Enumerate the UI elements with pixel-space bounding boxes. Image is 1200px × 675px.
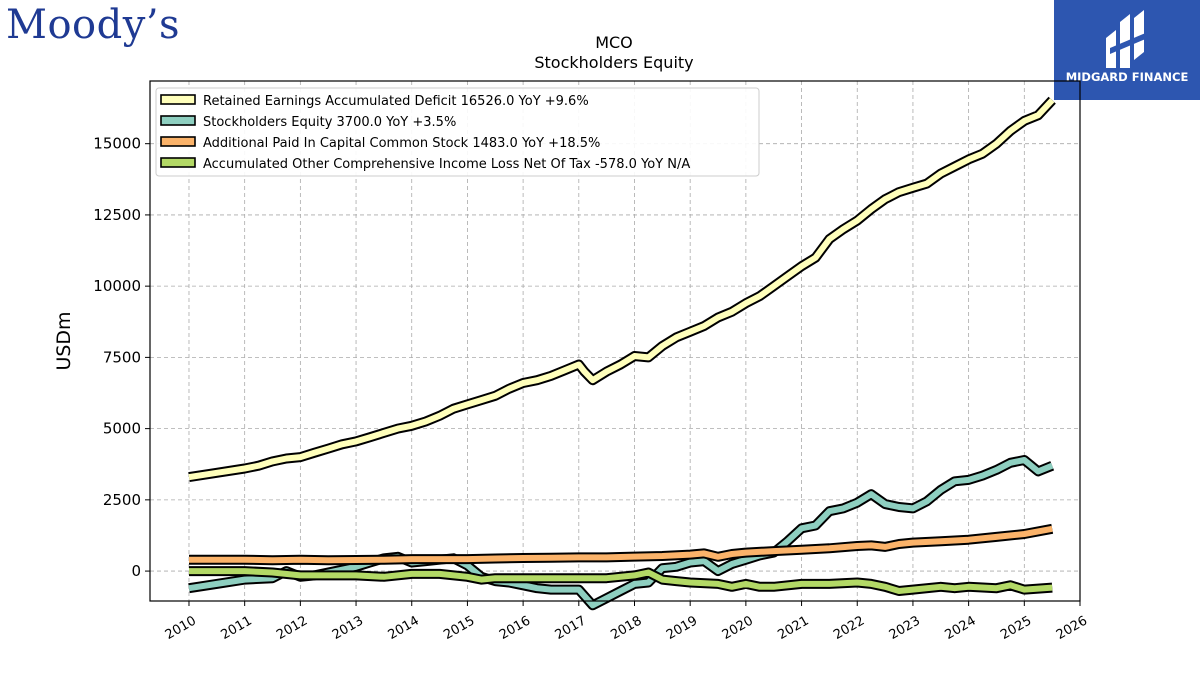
legend: Retained Earnings Accumulated Deficit 16…	[155, 87, 760, 177]
y-tick-label: 7500	[103, 348, 141, 366]
series-lines	[188, 96, 1056, 611]
x-axis-ticks: 2010 2011 2012 2013 2014 2015 2016 2017 2018 2019…	[163, 601, 1090, 643]
chart-title: MCO	[595, 33, 633, 52]
series-line-1	[188, 457, 1054, 609]
y-tick-label: 0	[131, 562, 141, 580]
x-tick-label: 2016	[497, 613, 533, 643]
y-tick-label: 12500	[93, 206, 141, 224]
moodys-logo: Moody’s	[6, 2, 181, 48]
x-tick-label: 2014	[386, 613, 422, 643]
y-axis-label: USDm	[53, 311, 75, 370]
x-tick-label: 2023	[887, 613, 923, 643]
plot-frame	[149, 80, 1081, 602]
legend-label: Additional Paid In Capital Common Stock …	[203, 136, 600, 151]
y-axis-ticks: 0 2500 5000 7500 10000 12500 15000	[93, 135, 150, 580]
x-tick-label: 2010	[163, 613, 199, 643]
x-tick-label: 2020	[720, 613, 756, 643]
x-tick-label: 2022	[831, 613, 867, 643]
x-tick-label: 2018	[608, 613, 644, 643]
midgard-finance-logo: MIDGARD FINANCE	[1054, 0, 1200, 100]
midgard-mark-icon	[1106, 10, 1148, 68]
legend-label: Stockholders Equity 3700.0 YoY +3.5%	[203, 115, 456, 130]
x-tick-label: 2015	[441, 613, 477, 643]
y-tick-label: 2500	[103, 491, 141, 509]
x-tick-label: 2024	[942, 613, 978, 643]
series-line-0	[188, 98, 1055, 481]
x-tick-label: 2019	[664, 613, 700, 643]
legend-label: Accumulated Other Comprehensive Income L…	[203, 157, 690, 172]
series-line-2	[189, 525, 1053, 564]
x-tick-label: 2011	[219, 613, 255, 643]
legend-swatch	[160, 136, 196, 147]
y-tick-label: 15000	[93, 135, 141, 153]
series-line-3	[189, 568, 1053, 594]
x-tick-label: 2026	[1054, 613, 1090, 643]
chart-subtitle: Stockholders Equity	[534, 53, 693, 72]
legend-swatch	[160, 157, 196, 168]
x-tick-label: 2017	[553, 613, 589, 643]
legend-swatch	[160, 94, 196, 105]
y-tick-label: 5000	[103, 420, 141, 438]
series-outline-1	[188, 455, 1055, 611]
x-tick-label: 2012	[274, 613, 310, 643]
x-tick-label: 2021	[775, 613, 811, 643]
y-tick-label: 10000	[93, 277, 141, 295]
legend-label: Retained Earnings Accumulated Deficit 16…	[203, 94, 589, 109]
x-tick-label: 2013	[330, 613, 366, 643]
x-tick-label: 2025	[998, 613, 1034, 643]
legend-box	[155, 87, 760, 177]
legend-swatch	[160, 115, 196, 126]
midgard-logo-text: MIDGARD FINANCE	[1065, 70, 1189, 84]
